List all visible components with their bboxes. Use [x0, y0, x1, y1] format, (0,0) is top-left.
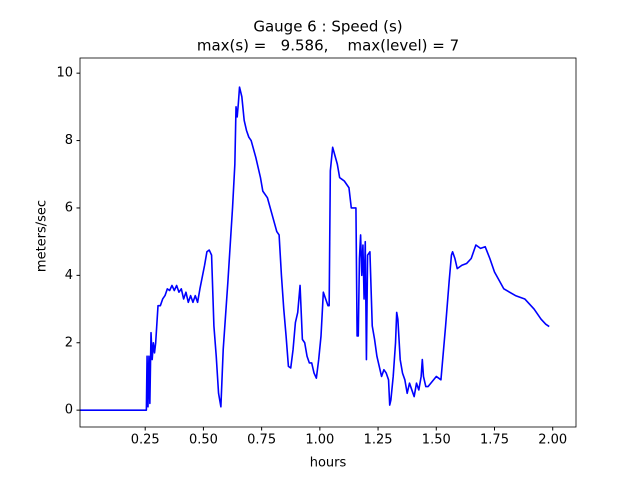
y-tick-label: 2 — [65, 335, 73, 350]
y-tick-label: 8 — [65, 133, 73, 148]
y-tick-label: 0 — [65, 403, 73, 418]
x-tick-label: 2.00 — [538, 433, 567, 448]
x-tick-label: 0.25 — [131, 433, 160, 448]
y-axis-label: meters/sec — [35, 200, 50, 272]
x-axis-label: hours — [310, 456, 347, 471]
chart-subtitle: max(s) = 9.586, max(level) = 7 — [197, 37, 459, 55]
x-tick-label: 1.50 — [422, 433, 451, 448]
data-line — [80, 86, 550, 411]
x-tick-label: 0.50 — [189, 433, 218, 448]
x-tick-label: 1.75 — [480, 433, 509, 448]
x-tick-label: 0.75 — [247, 433, 276, 448]
chart-title: Gauge 6 : Speed (s) — [253, 18, 402, 36]
y-tick-label: 10 — [56, 66, 73, 81]
y-tick-label: 4 — [65, 268, 73, 283]
plot-frame — [79, 57, 577, 428]
x-tick-label: 1.00 — [305, 433, 334, 448]
x-tick-label: 1.25 — [364, 433, 393, 448]
y-tick-label: 6 — [65, 200, 73, 215]
